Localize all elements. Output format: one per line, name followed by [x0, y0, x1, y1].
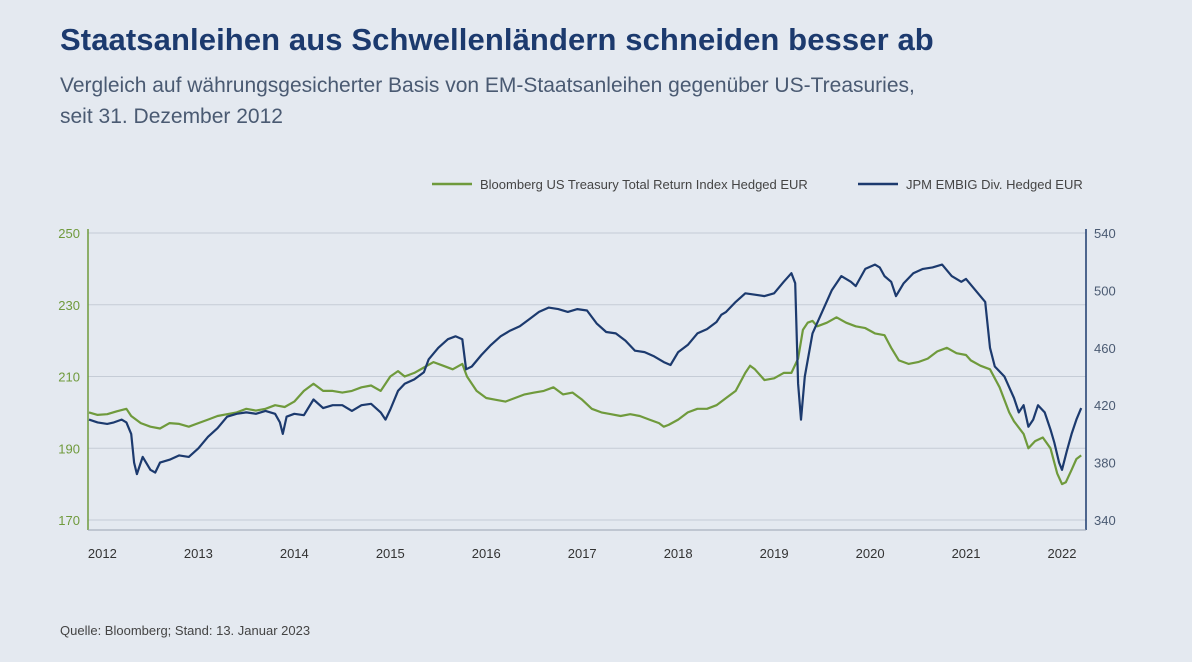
right-tick-label: 380 — [1094, 456, 1116, 471]
subtitle-line-1: Vergleich auf währungsgesicherter Basis … — [60, 74, 915, 97]
subtitle-line-2: seit 31. Dezember 2012 — [60, 105, 283, 128]
right-tick-label: 460 — [1094, 341, 1116, 356]
series-line-embig — [88, 263, 1083, 476]
legend-label-treasury: Bloomberg US Treasury Total Return Index… — [480, 177, 808, 192]
right-tick-label: 500 — [1094, 283, 1116, 298]
chart-title: Staatsanleihen aus Schwellenländern schn… — [60, 22, 934, 57]
x-tick-label: 2020 — [856, 546, 885, 561]
x-tick-label: 2015 — [376, 546, 405, 561]
right-axis: 340 380 420 460 500 540 — [1085, 226, 1116, 530]
series-lines — [88, 263, 1083, 486]
x-tick-label: 2021 — [952, 546, 981, 561]
left-axis: 170 190 210 230 250 — [58, 226, 89, 530]
left-tick-label: 210 — [58, 370, 80, 385]
left-tick-label: 250 — [58, 226, 80, 241]
x-tick-label: 2013 — [184, 546, 213, 561]
x-tick-label: 2019 — [760, 546, 789, 561]
x-tick-label: 2012 — [88, 546, 117, 561]
series-line-treasury — [88, 316, 1082, 486]
x-axis: 2012 2013 2014 2015 2016 2017 2018 2019 2020 2021… — [88, 529, 1086, 561]
x-tick-label: 2016 — [472, 546, 501, 561]
right-tick-label: 540 — [1094, 226, 1116, 241]
right-tick-label: 340 — [1094, 513, 1116, 528]
left-tick-label: 170 — [58, 513, 80, 528]
x-tick-label: 2014 — [280, 546, 309, 561]
right-tick-label: 420 — [1094, 398, 1116, 413]
source-note: Quelle: Bloomberg; Stand: 13. Januar 202… — [60, 623, 311, 638]
gridlines — [88, 232, 1086, 521]
left-tick-label: 190 — [58, 441, 80, 456]
x-tick-label: 2017 — [568, 546, 597, 561]
chart-subtitle: Vergleich auf währungsgesicherter Basis … — [60, 70, 1020, 132]
legend-label-embig: JPM EMBIG Div. Hedged EUR — [906, 177, 1083, 192]
x-tick-label: 2022 — [1048, 546, 1077, 561]
legend: Bloomberg US Treasury Total Return Index… — [432, 177, 1083, 192]
x-tick-label: 2018 — [664, 546, 693, 561]
left-tick-label: 230 — [58, 298, 80, 313]
